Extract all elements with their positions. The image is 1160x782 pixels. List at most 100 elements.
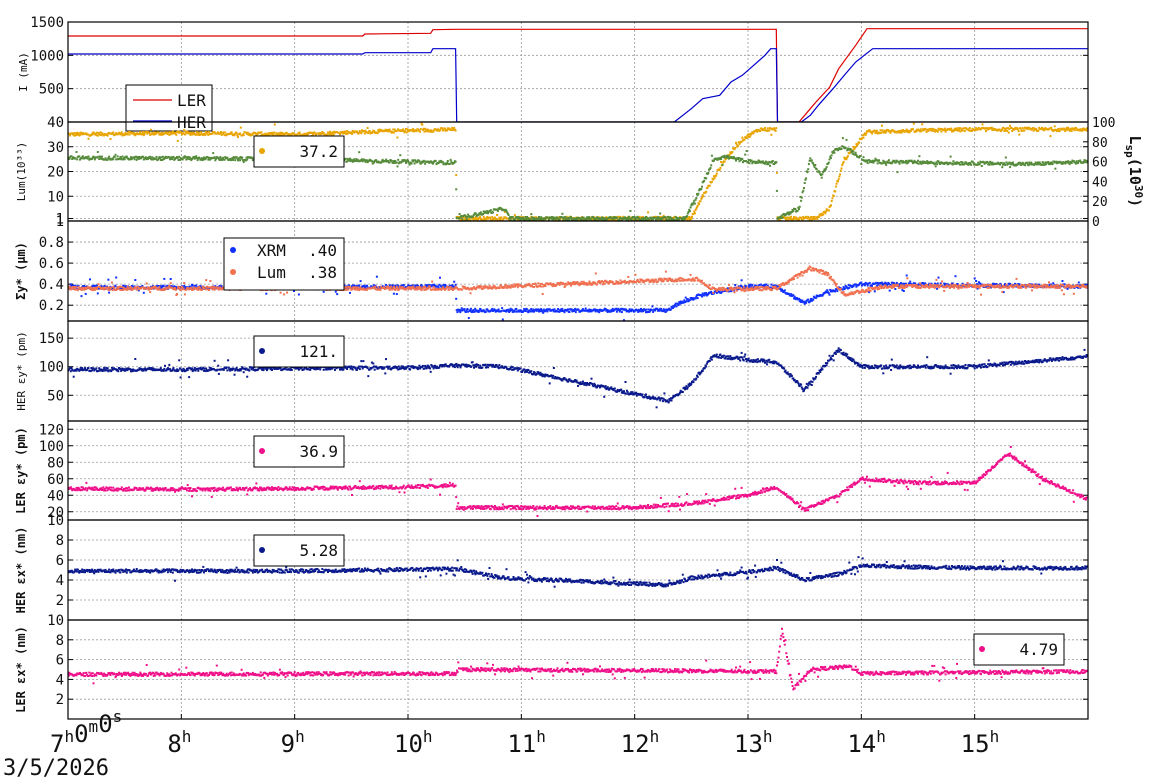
data-point <box>738 142 741 145</box>
data-point <box>925 130 928 133</box>
data-point <box>809 299 812 302</box>
data-point <box>196 132 199 135</box>
data-point <box>1078 129 1081 132</box>
data-point <box>200 131 203 134</box>
data-point <box>908 282 911 285</box>
data-point <box>682 216 685 219</box>
y-tick-label: 0.2 <box>39 298 64 314</box>
data-point <box>353 158 356 161</box>
data-point <box>89 286 92 289</box>
data-point <box>552 218 555 221</box>
data-point <box>1065 128 1067 131</box>
data-point <box>1036 163 1038 166</box>
data-point <box>611 310 613 313</box>
data-point <box>721 290 724 293</box>
data-point <box>760 127 763 130</box>
data-point <box>241 156 244 159</box>
data-point <box>160 156 163 159</box>
data-point <box>144 287 147 290</box>
data-point <box>214 159 217 162</box>
data-point <box>370 160 373 163</box>
data-point <box>138 133 141 136</box>
data-point <box>118 285 121 288</box>
data-point <box>115 158 118 161</box>
data-point <box>686 298 689 301</box>
data-point <box>873 290 876 293</box>
data-point <box>959 163 962 166</box>
data-point <box>880 281 883 284</box>
data-point <box>97 283 100 286</box>
data-point <box>741 158 744 160</box>
data-point <box>392 287 395 290</box>
data-point <box>675 305 678 308</box>
data-point <box>824 169 827 172</box>
data-point <box>330 133 333 136</box>
data-point <box>790 215 792 218</box>
data-point <box>570 308 573 311</box>
data-point <box>395 130 398 133</box>
data-point <box>891 281 894 284</box>
data-point <box>870 131 873 134</box>
data-point <box>919 128 922 131</box>
data-point <box>498 227 500 229</box>
data-point <box>197 288 200 291</box>
data-point <box>594 218 597 221</box>
data-point <box>496 214 499 216</box>
data-point <box>263 134 266 136</box>
data-point <box>236 134 239 137</box>
data-point <box>1023 129 1026 132</box>
data-point <box>567 216 570 219</box>
data-point <box>1082 161 1085 164</box>
data-point <box>821 294 824 297</box>
data-point <box>242 159 244 162</box>
data-point <box>523 308 526 311</box>
data-point <box>425 285 428 288</box>
data-point <box>408 284 411 287</box>
data-point <box>195 284 198 287</box>
data-point <box>121 286 124 289</box>
y-axis-label: Lum(10³³) <box>15 142 28 202</box>
data-point <box>846 156 849 159</box>
data-point <box>208 156 210 159</box>
data-point <box>499 218 501 221</box>
data-point <box>798 205 801 208</box>
data-point <box>487 212 489 215</box>
data-point <box>184 286 187 289</box>
data-point <box>862 136 865 139</box>
data-point <box>732 157 735 160</box>
data-point <box>963 162 966 165</box>
data-point <box>972 161 975 164</box>
data-point <box>163 289 166 291</box>
data-point <box>866 284 869 287</box>
data-point <box>209 280 212 282</box>
data-point <box>146 132 149 135</box>
data-point <box>958 127 961 130</box>
data-point <box>379 128 382 131</box>
data-point <box>830 204 832 207</box>
data-point <box>654 309 657 312</box>
data-point <box>688 208 691 211</box>
data-point <box>919 130 922 133</box>
data-point <box>438 283 441 286</box>
data-point <box>244 159 247 162</box>
data-point <box>918 155 921 158</box>
data-point <box>830 200 833 202</box>
data-point <box>615 310 618 313</box>
data-point <box>96 131 98 134</box>
data-point <box>147 157 149 160</box>
data-point <box>978 163 981 166</box>
data-point <box>922 162 924 165</box>
data-point <box>80 289 83 291</box>
data-point <box>936 287 939 290</box>
data-point <box>723 154 726 157</box>
data-point <box>703 292 706 295</box>
data-point <box>618 309 621 312</box>
data-point <box>841 137 844 140</box>
data-point <box>474 307 477 310</box>
data-point <box>363 132 366 135</box>
data-point <box>139 131 142 134</box>
data-point <box>727 287 730 290</box>
data-point <box>883 131 885 134</box>
data-point <box>688 299 691 302</box>
